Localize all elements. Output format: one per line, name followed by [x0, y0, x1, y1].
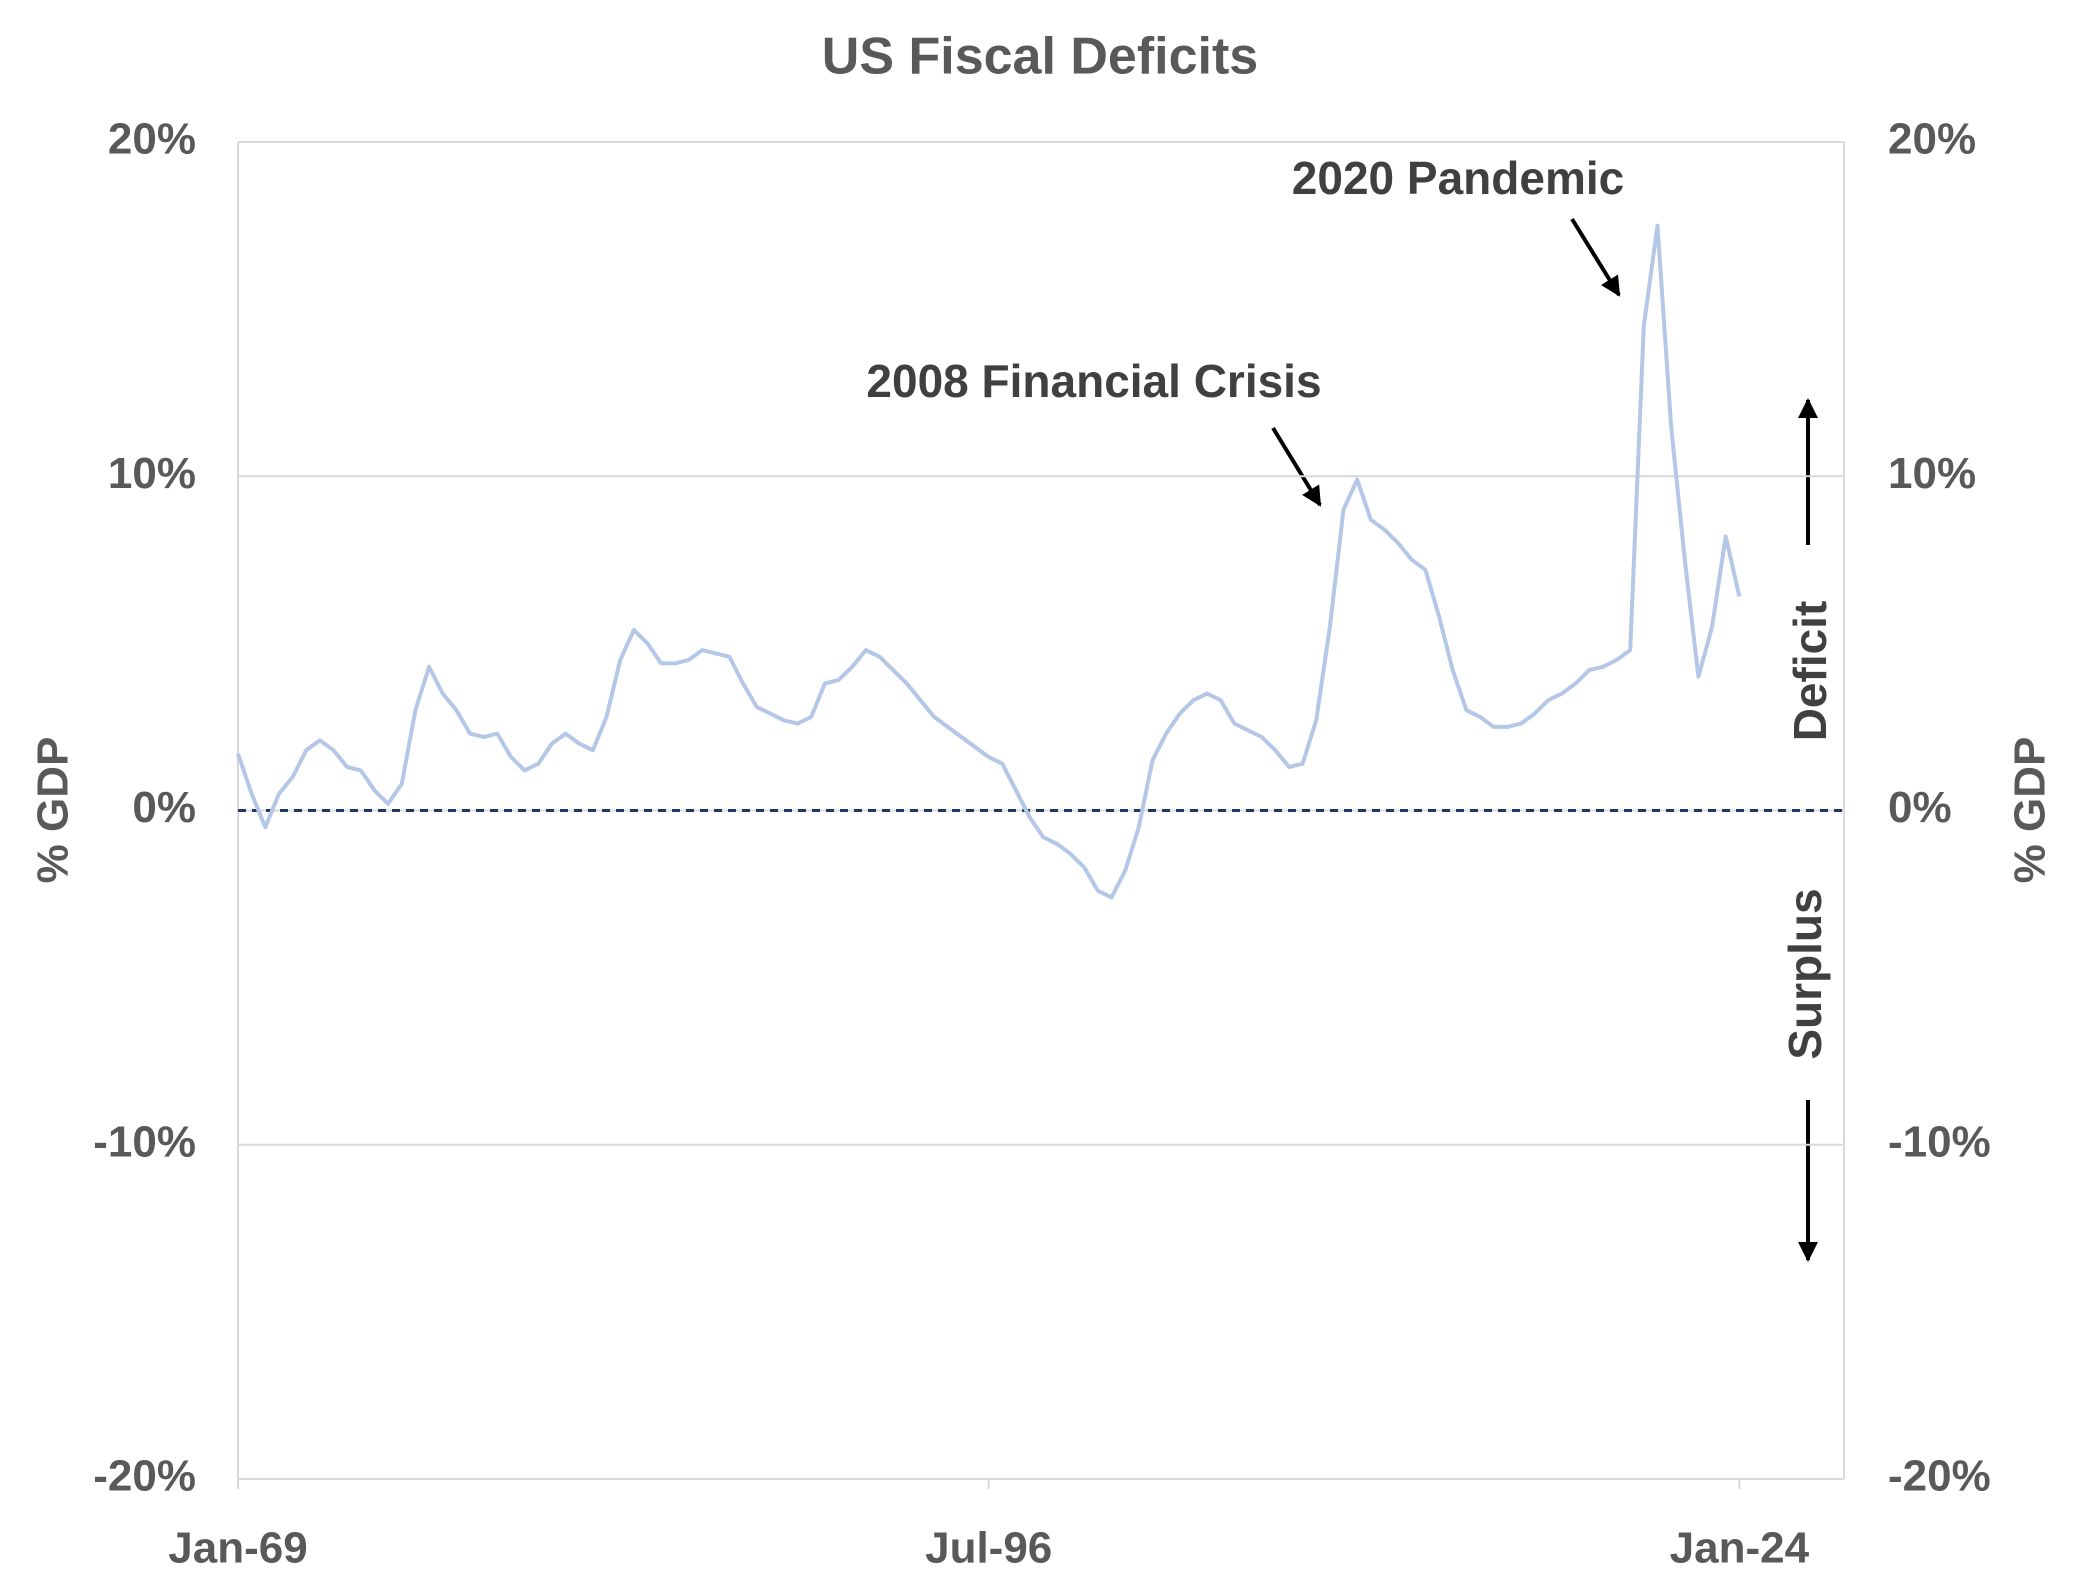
y2-tick-label: 20% [1888, 115, 1976, 164]
x-tick-label: Jul-96 [925, 1524, 1052, 1573]
annotation: Surplus [1779, 888, 1831, 1059]
annotation: 2008 Financial Crisis [866, 355, 1321, 407]
y-tick-label: -10% [93, 1117, 196, 1166]
y2-tick-label: -20% [1888, 1452, 1991, 1501]
y-tick-label: 0% [132, 783, 196, 832]
y-axis-label: % GDP [29, 737, 78, 884]
x-tick-label: Jan-69 [168, 1524, 307, 1573]
annotation: Deficit [1784, 601, 1836, 742]
y-tick-label: -20% [93, 1452, 196, 1501]
y2-tick-label: 10% [1888, 449, 1976, 498]
plot-area: -20% -10% 0% 10% 20% -20% -10% 0% 10% 20% Jan-69 Ju… [93, 115, 1990, 1573]
annotation: 2020 Pandemic [1292, 152, 1624, 204]
y2-axis-label: % GDP [2006, 737, 2055, 884]
chart-title: US Fiscal Deficits [822, 28, 1258, 86]
y-tick-label: 20% [108, 115, 196, 164]
y2-tick-label: 0% [1888, 783, 1952, 832]
x-tick-label: Jan-24 [1670, 1524, 1810, 1573]
annotation-arrow [1570, 217, 1621, 297]
data-line [236, 223, 1742, 900]
y-tick-label: 10% [108, 449, 196, 498]
y2-tick-label: -10% [1888, 1117, 1991, 1166]
annotation-arrow [1271, 426, 1322, 507]
